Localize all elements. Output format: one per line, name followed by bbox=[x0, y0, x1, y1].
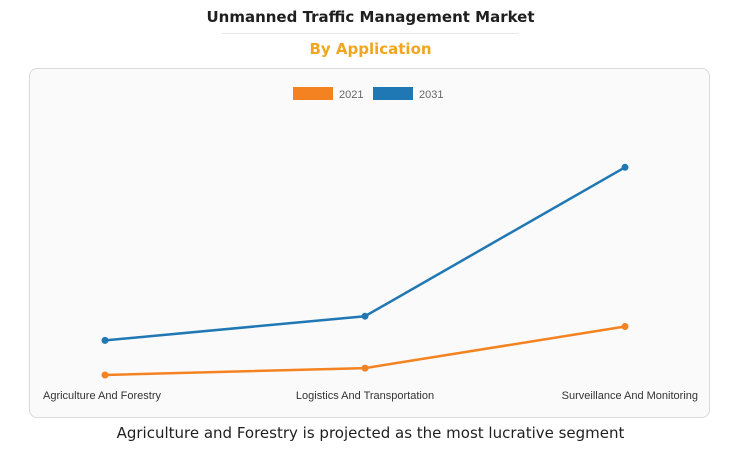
legend-swatch-2031 bbox=[373, 87, 413, 100]
chart-title: Unmanned Traffic Management Market bbox=[206, 8, 535, 26]
chart-subtitle: By Application bbox=[309, 40, 432, 58]
x-tick-label-2: Surveillance And Monitoring bbox=[562, 390, 698, 402]
title-divider bbox=[222, 33, 519, 34]
data-point-2031-2 bbox=[621, 163, 629, 171]
legend-label-2021: 2021 bbox=[339, 89, 363, 101]
data-point-2031-1 bbox=[361, 312, 369, 320]
legend-swatch-2021 bbox=[293, 87, 333, 100]
x-tick-label-1: Logistics And Transportation bbox=[296, 390, 434, 402]
data-point-2021-1 bbox=[361, 364, 369, 372]
chart-container bbox=[29, 68, 710, 418]
chart-caption: Agriculture and Forestry is projected as… bbox=[116, 424, 625, 442]
data-point-2031-0 bbox=[101, 336, 109, 344]
data-point-2021-2 bbox=[621, 323, 629, 330]
data-point-2021-0 bbox=[101, 371, 109, 379]
x-tick-label-0: Agriculture And Forestry bbox=[43, 390, 161, 402]
legend-label-2031: 2031 bbox=[419, 89, 443, 101]
